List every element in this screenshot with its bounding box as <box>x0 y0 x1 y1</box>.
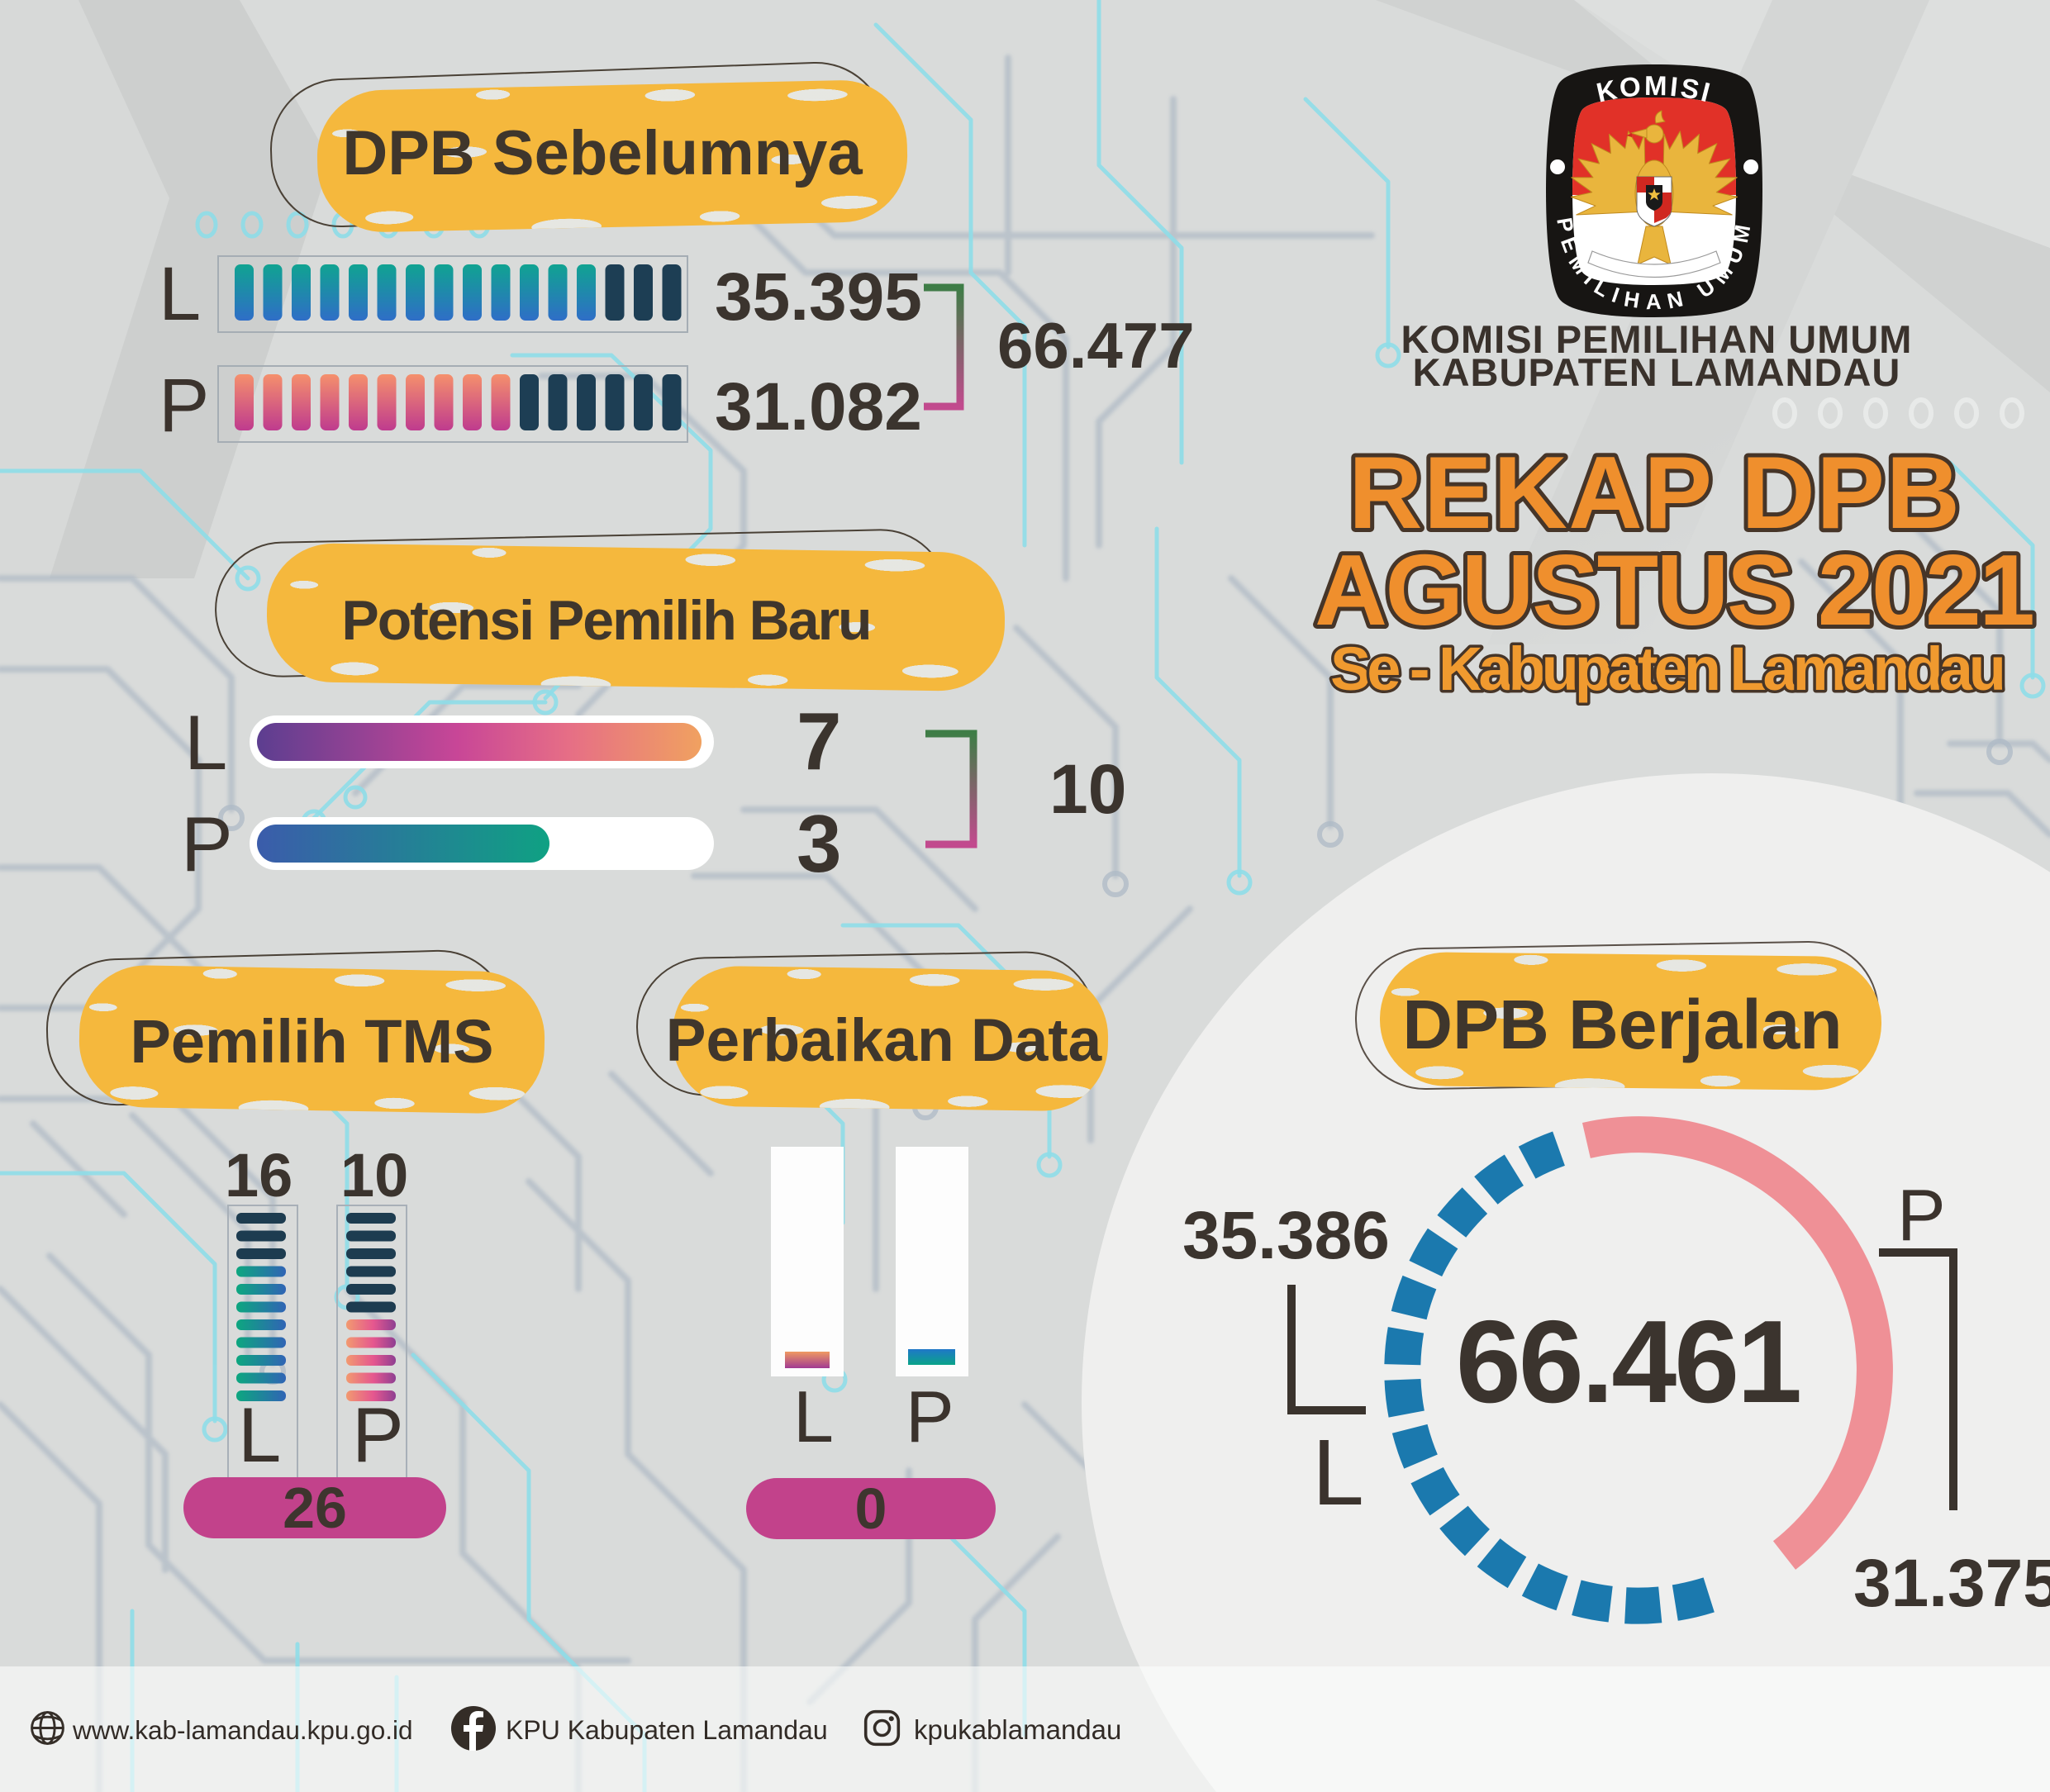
svg-text:AGUSTUS 2021: AGUSTUS 2021 <box>1315 534 2035 646</box>
svg-text:REKAP DPB: REKAP DPB <box>1348 436 1960 550</box>
svg-text:Se - Kabupaten Lamandau: Se - Kabupaten Lamandau <box>1330 635 2006 703</box>
